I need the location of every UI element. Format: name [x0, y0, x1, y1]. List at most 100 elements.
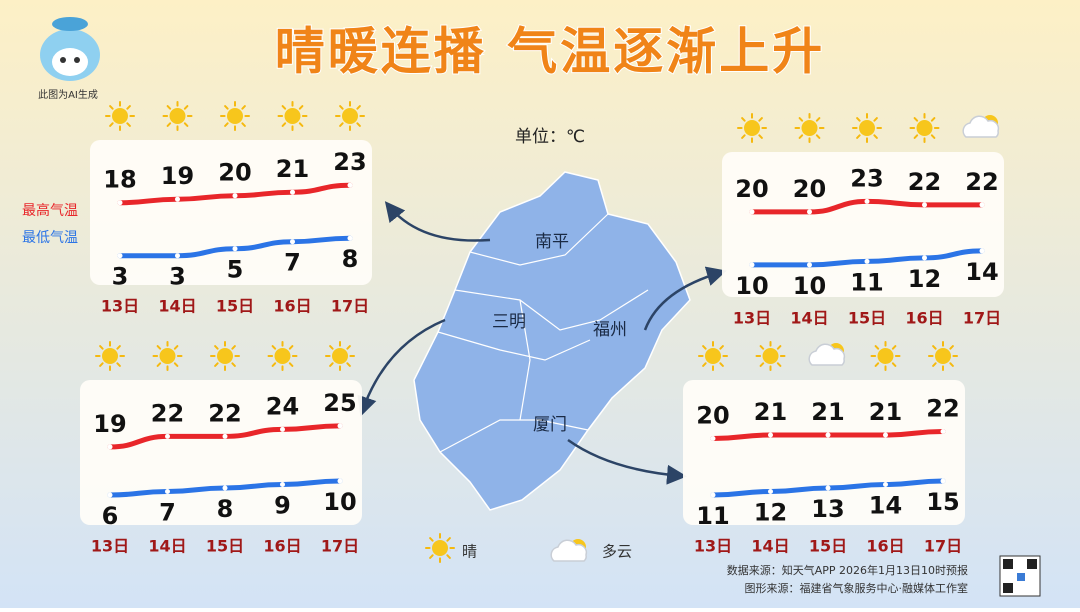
temp-point [232, 193, 238, 199]
cloud-icon [808, 343, 846, 366]
temp-label: 20 [696, 402, 729, 430]
sun-ray [126, 105, 131, 110]
temp-label: 11 [696, 502, 729, 530]
day-label: 17日 [924, 537, 962, 556]
sun-ray [346, 362, 351, 367]
cloud [962, 115, 1000, 138]
temp-point [222, 433, 228, 439]
temp-point [290, 189, 295, 195]
temp-label: 12 [908, 265, 941, 293]
temp-point [807, 262, 812, 268]
temp-point [290, 239, 295, 245]
sun-icon [267, 341, 298, 371]
sun-disc [102, 348, 118, 364]
legend-high: 最高气温 [22, 202, 78, 219]
sun-ray [224, 105, 229, 110]
temp-point [825, 432, 831, 438]
sun-ray [446, 554, 451, 559]
temp-label: 13 [811, 495, 844, 523]
sun-ray [719, 345, 724, 350]
sun-disc [801, 120, 818, 136]
sun-disc [169, 108, 186, 124]
temp-label: 15 [926, 488, 959, 516]
sun-icon [277, 101, 308, 131]
sun-ray [346, 345, 351, 350]
legend-low: 最低气温 [22, 230, 78, 246]
temp-label: 23 [333, 148, 366, 176]
weather-legend-label: 晴 [462, 543, 477, 561]
day-label: 13日 [694, 537, 732, 556]
sun-disc [762, 348, 779, 364]
day-label: 15日 [809, 537, 847, 556]
temp-point [107, 444, 113, 450]
sun-ray [241, 105, 246, 110]
sun-icon [909, 113, 940, 143]
temp-label: 7 [284, 249, 301, 277]
temp-label: 21 [276, 155, 309, 183]
sun-ray [109, 105, 114, 110]
sun-ray [231, 345, 236, 350]
source: 图形来源：福建省气象服务中心·融媒体工作室 [745, 581, 969, 595]
temp-point [979, 202, 985, 208]
day-label: 17日 [321, 537, 359, 556]
sun-ray [183, 122, 189, 127]
sun-ray [913, 134, 919, 139]
sun-disc [916, 120, 933, 136]
sun-ray [166, 122, 172, 127]
sun-disc [112, 108, 128, 124]
temp-label: 21 [869, 398, 902, 426]
sun-icon [335, 101, 365, 131]
temp-label: 21 [811, 398, 844, 426]
qr-code [999, 555, 1041, 597]
sun-ray [241, 122, 246, 127]
temp-point [768, 489, 773, 494]
sun-ray [873, 134, 878, 139]
sun-ray [173, 362, 179, 367]
sun-ray [224, 122, 229, 127]
sun-ray [271, 345, 277, 350]
temp-label: 25 [323, 389, 356, 417]
temp-label: 14 [869, 492, 902, 520]
temp-point [232, 246, 238, 252]
sun-ray [281, 122, 287, 127]
sun-ray [932, 362, 937, 367]
day-label: 15日 [206, 537, 244, 556]
temp-label: 22 [908, 168, 941, 196]
temp-point [768, 432, 773, 438]
day-label: 14日 [751, 537, 789, 556]
sun-icon [95, 341, 125, 371]
temp-point [280, 482, 285, 487]
temp-point [165, 489, 170, 494]
sun-disc [877, 348, 894, 364]
sun-icon [220, 101, 250, 131]
day-label: 16日 [263, 537, 301, 556]
sun-disc [859, 120, 875, 136]
sun-icon [425, 533, 455, 563]
temp-point [337, 478, 343, 484]
sun-ray [298, 122, 304, 127]
sun-disc [432, 540, 448, 556]
temp-label: 19 [93, 410, 126, 438]
temp-point [175, 253, 180, 259]
sun-ray [99, 362, 104, 367]
temp-label: 24 [266, 392, 299, 420]
sun-icon [852, 113, 882, 143]
sun-ray [214, 362, 219, 367]
sun-ray [231, 362, 236, 367]
sun-icon [162, 101, 193, 131]
sun-ray [891, 345, 897, 350]
temp-label: 6 [102, 502, 119, 530]
temp-point [864, 258, 870, 264]
temp-label: 14 [965, 258, 998, 286]
sun-ray [913, 117, 919, 122]
sun-ray [166, 105, 172, 110]
temp-label: 11 [850, 268, 883, 296]
temp-point [107, 492, 113, 498]
sun-ray [339, 105, 344, 110]
sun-icon [152, 341, 183, 371]
arrow [384, 201, 491, 242]
sun-disc [284, 108, 301, 124]
day-label: 14日 [790, 309, 828, 328]
cloud-icon [962, 115, 1000, 138]
